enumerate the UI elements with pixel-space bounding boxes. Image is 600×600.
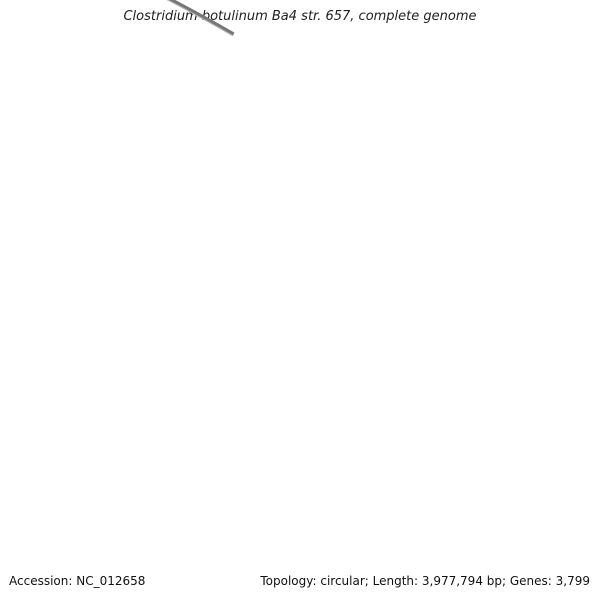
backbone-highlight <box>166 0 233 37</box>
backbone-arc <box>166 0 235 37</box>
topology-summary: Topology: circular; Length: 3,977,794 bp… <box>260 574 590 588</box>
accession-text: Accession: NC_012658 <box>9 574 146 588</box>
